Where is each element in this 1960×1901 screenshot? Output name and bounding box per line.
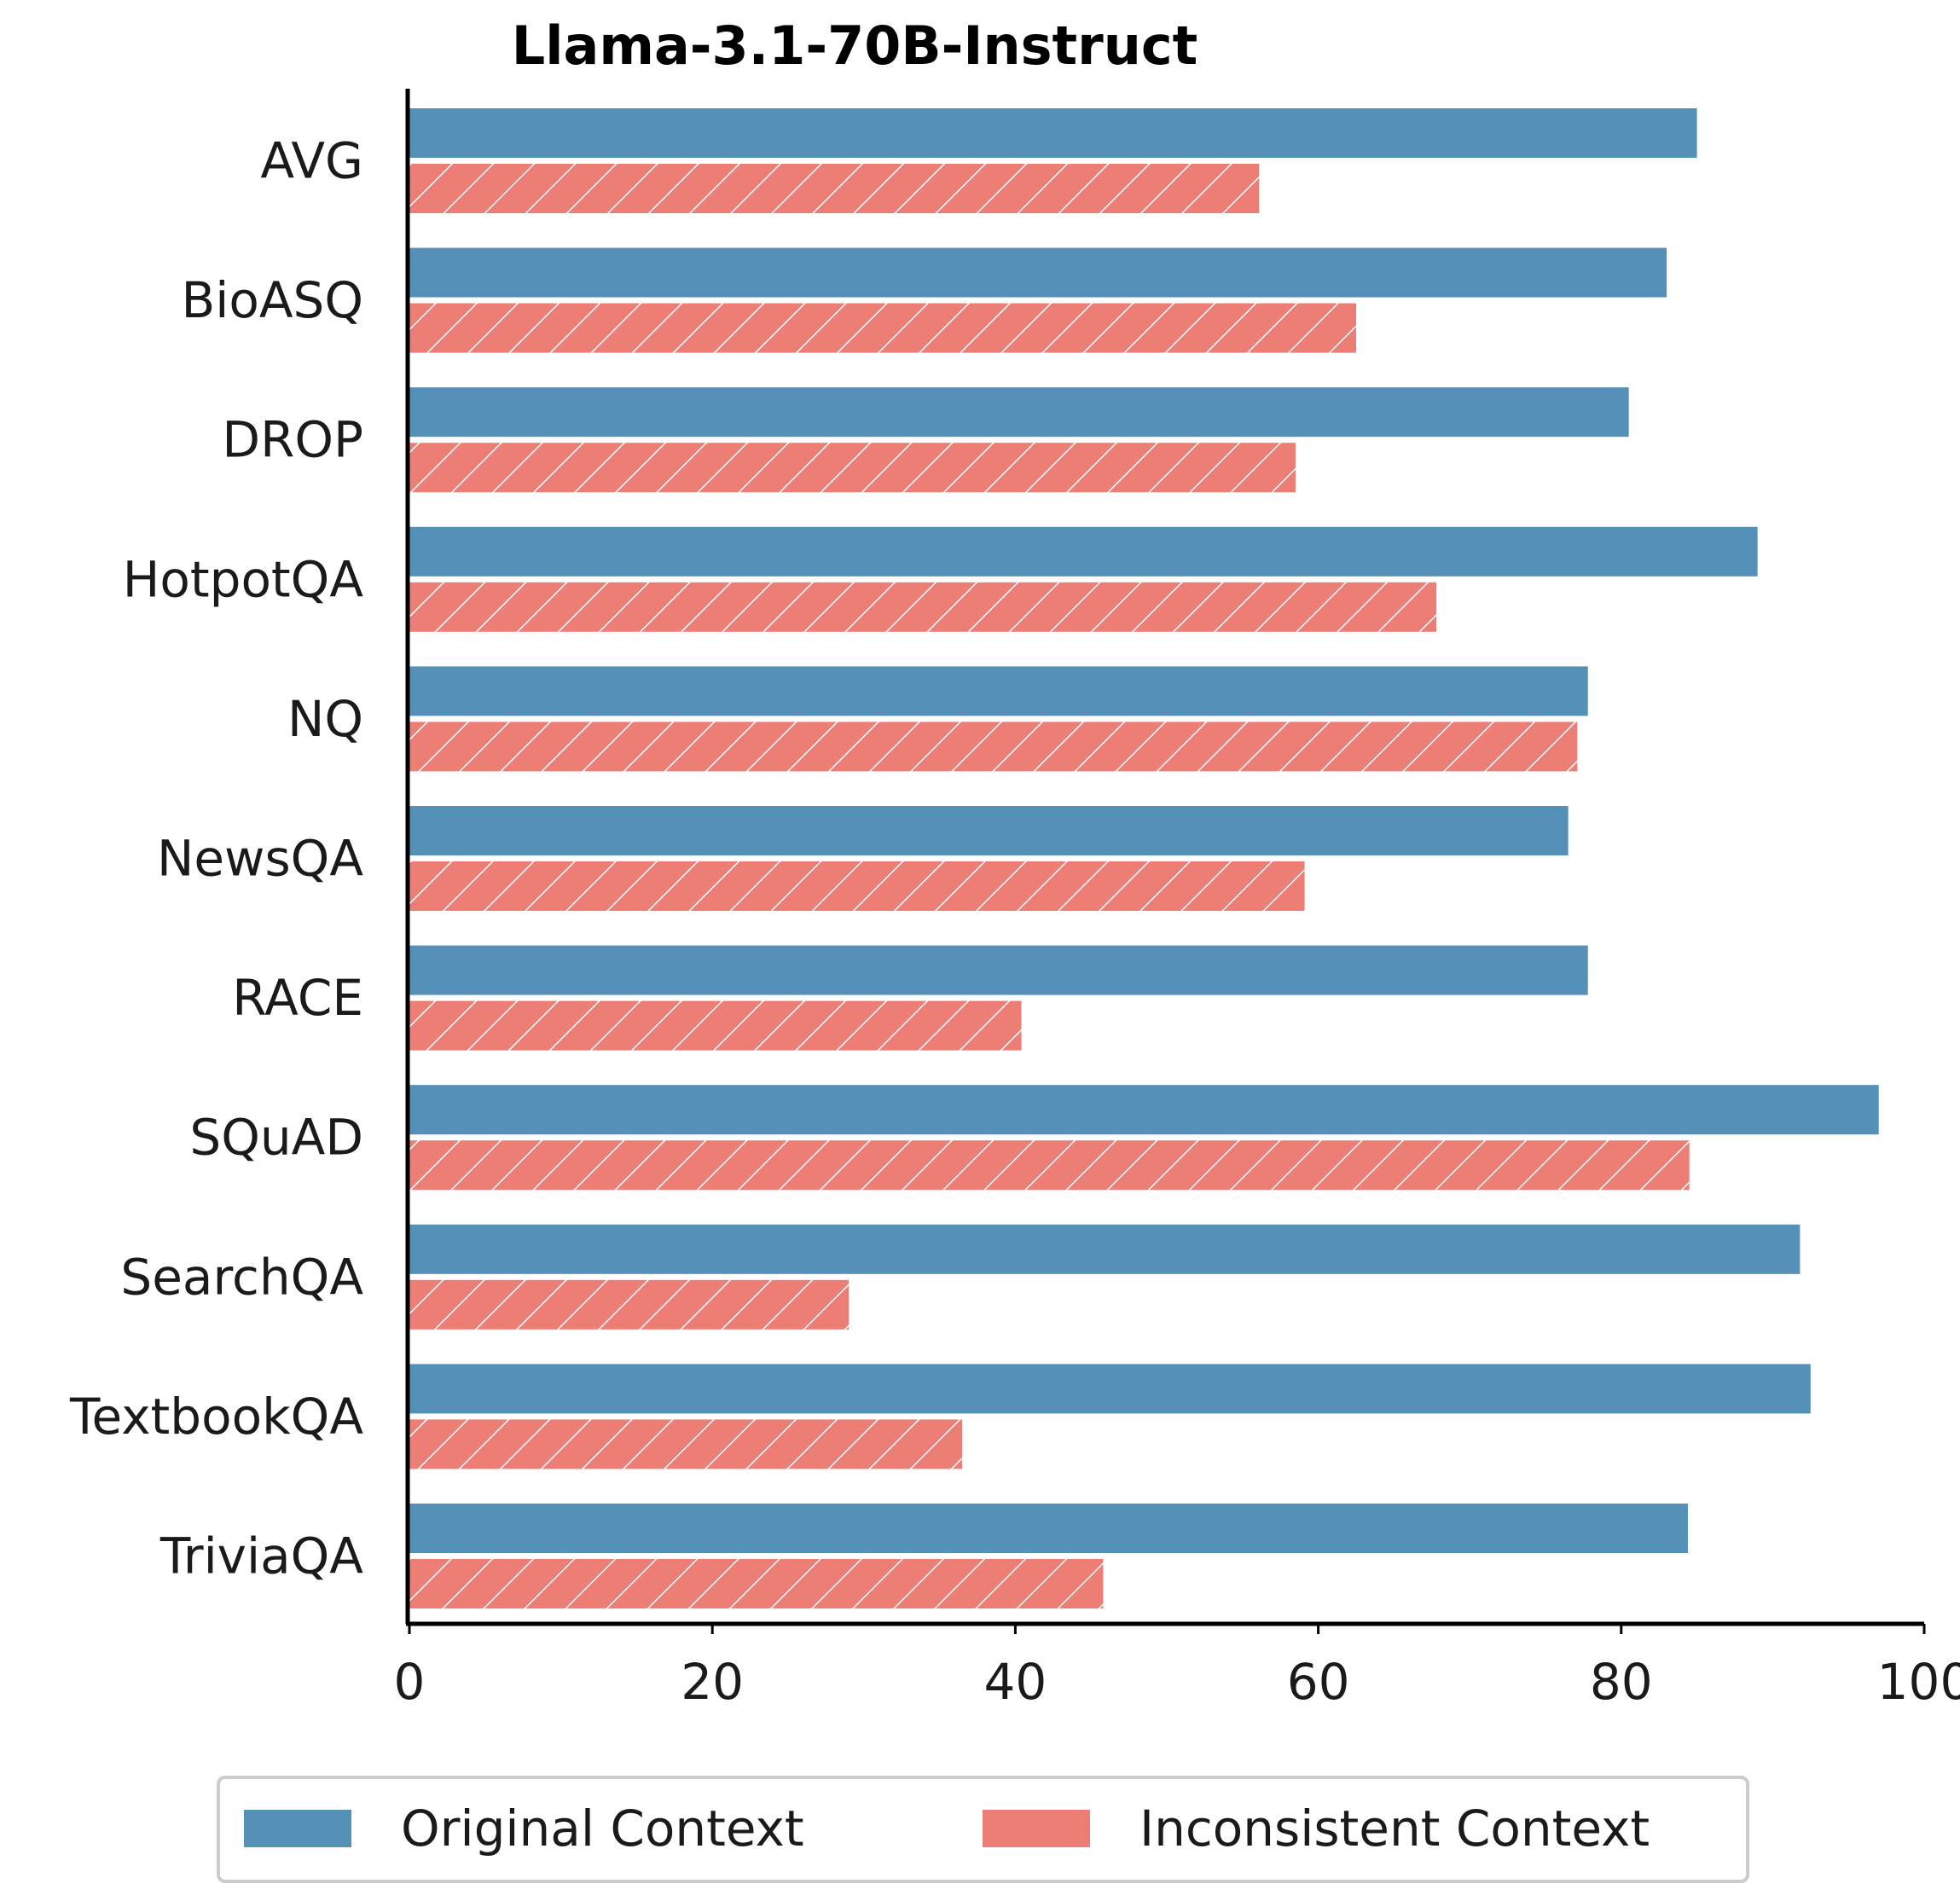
bar-inconsistent-context-triviaqa: [409, 1559, 1104, 1608]
bar-original-context-avg: [409, 108, 1697, 158]
category-label-bioasq: BioASQ: [181, 271, 363, 329]
x-tick-label-80: 80: [1590, 1653, 1653, 1711]
category-label-nq: NQ: [287, 690, 363, 748]
bar-original-context-bioasq: [409, 247, 1667, 298]
category-label-searchqa: SearchQA: [120, 1248, 363, 1306]
bar-inconsistent-context-searchqa: [409, 1279, 850, 1330]
bar-original-context-nq: [409, 666, 1588, 716]
x-axis: 0 20 40 60 80 100: [394, 1624, 1960, 1711]
bar-original-context-searchqa: [409, 1224, 1801, 1274]
category-labels: AVG BioASQ DROP HotpotQA NQ NewsQA RACE SQuAD Se…: [69, 132, 363, 1585]
legend-label-original-context: Original Context: [401, 1800, 804, 1858]
bar-inconsistent-context-avg: [409, 164, 1260, 213]
category-label-textbookqa: TextbookQA: [69, 1388, 363, 1446]
chart-title: Llama-3.1-70B-Instruct: [512, 14, 1197, 77]
category-label-triviaqa: TriviaQA: [159, 1527, 363, 1585]
bar-inconsistent-context-textbookqa: [409, 1419, 963, 1469]
x-tick-label-20: 20: [681, 1653, 744, 1711]
x-tick-label-100: 100: [1877, 1653, 1960, 1711]
legend-swatch-inconsistent-context: [983, 1810, 1090, 1847]
bar-original-context-race: [409, 945, 1588, 995]
bar-inconsistent-context-drop: [409, 443, 1296, 493]
x-tick-label-60: 60: [1287, 1653, 1350, 1711]
legend-label-inconsistent-context: Inconsistent Context: [1139, 1800, 1650, 1858]
bar-original-context-textbookqa: [409, 1364, 1811, 1414]
bars-layer: [409, 108, 1879, 1608]
bar-inconsistent-context-nq: [409, 722, 1578, 772]
bar-inconsistent-context-bioasq: [409, 303, 1356, 353]
x-tick-label-0: 0: [394, 1653, 426, 1711]
bar-original-context-newsqa: [409, 806, 1569, 855]
legend: Original Context Inconsistent Context: [217, 1776, 1749, 1883]
category-label-hotpotqa: HotpotQA: [123, 550, 364, 608]
bar-original-context-squad: [409, 1085, 1879, 1135]
x-tick-label-40: 40: [983, 1653, 1047, 1711]
bar-original-context-triviaqa: [409, 1504, 1688, 1553]
bar-original-context-hotpotqa: [409, 526, 1758, 577]
category-label-race: RACE: [232, 969, 363, 1027]
category-label-avg: AVG: [260, 132, 363, 190]
category-label-drop: DROP: [222, 411, 363, 469]
bar-inconsistent-context-newsqa: [409, 861, 1305, 911]
legend-swatch-original-context: [244, 1810, 351, 1847]
category-label-newsqa: NewsQA: [157, 830, 363, 888]
bar-inconsistent-context-race: [409, 1000, 1022, 1051]
category-label-squad: SQuAD: [189, 1109, 363, 1167]
bar-inconsistent-context-squad: [409, 1140, 1690, 1191]
bar-original-context-drop: [409, 387, 1629, 438]
bar-inconsistent-context-hotpotqa: [409, 582, 1437, 632]
